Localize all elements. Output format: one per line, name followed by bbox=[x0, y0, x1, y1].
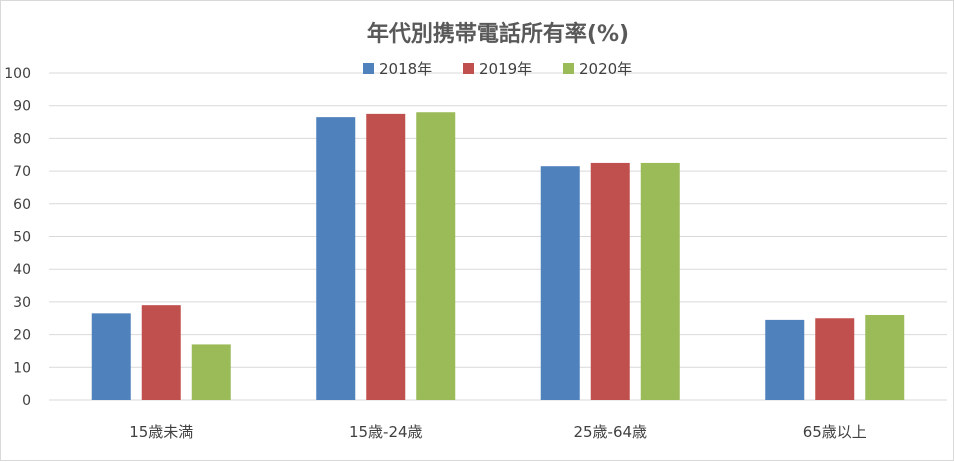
y-tick-label: 50 bbox=[13, 230, 31, 246]
y-tick-label: 30 bbox=[13, 295, 31, 311]
bar-2020年-15歳-24歳 bbox=[416, 112, 456, 401]
bar-2019年-65歳以上 bbox=[815, 318, 855, 400]
y-tick-label: 40 bbox=[13, 262, 31, 278]
bar-2020年-65歳以上 bbox=[865, 314, 905, 400]
legend-swatch-2019年 bbox=[463, 63, 474, 74]
bar-2018年-15歳-24歳 bbox=[316, 117, 356, 401]
bar-2019年-15歳未満 bbox=[141, 305, 181, 400]
bar-2018年-15歳未満 bbox=[91, 313, 131, 400]
x-axis-categories: 15歳未満 15歳-24歳 25歳-64歳 65歳以上 bbox=[129, 423, 867, 441]
y-tick-label: 10 bbox=[13, 360, 31, 376]
legend-label: 2020年 bbox=[579, 60, 632, 78]
legend-label: 2019年 bbox=[479, 60, 532, 78]
bar-2019年-15歳-24歳 bbox=[366, 113, 406, 400]
y-axis-ticks: 0 10 20 30 40 50 60 70 80 90 100 bbox=[4, 66, 31, 409]
y-tick-label: 0 bbox=[22, 393, 31, 409]
bar-2020年-15歳未満 bbox=[191, 344, 231, 400]
legend-label: 2018年 bbox=[379, 60, 432, 78]
y-tick-label: 100 bbox=[4, 66, 31, 82]
chart-title: 年代別携帯電話所有率(%) bbox=[367, 21, 629, 47]
bar-2020年-25歳-64歳 bbox=[640, 162, 680, 400]
gridlines bbox=[49, 72, 947, 401]
x-category-label: 65歳以上 bbox=[803, 423, 867, 441]
bar-2018年-25歳-64歳 bbox=[540, 166, 580, 400]
bars bbox=[91, 112, 905, 401]
legend-swatch-2018年 bbox=[363, 63, 374, 74]
x-category-label: 15歳未満 bbox=[129, 423, 193, 441]
y-tick-label: 80 bbox=[13, 131, 31, 147]
y-tick-label: 90 bbox=[13, 99, 31, 115]
y-tick-label: 60 bbox=[13, 197, 31, 213]
legend-swatch-2020年 bbox=[563, 63, 574, 74]
y-tick-label: 20 bbox=[13, 328, 31, 344]
x-category-label: 15歳-24歳 bbox=[349, 423, 423, 441]
bar-2019年-25歳-64歳 bbox=[590, 162, 630, 400]
bar-2018年-65歳以上 bbox=[765, 319, 805, 400]
x-category-label: 25歳-64歳 bbox=[573, 423, 647, 441]
y-tick-label: 70 bbox=[13, 164, 31, 180]
legend: 2018年 2019年 2020年 bbox=[363, 60, 632, 78]
